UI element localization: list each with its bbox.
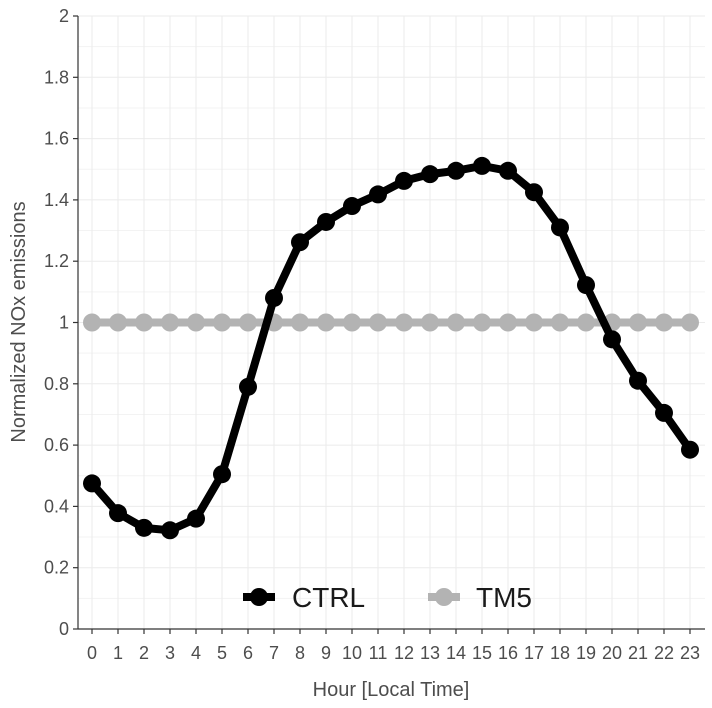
x-tick-label: 18	[550, 643, 570, 663]
legend: CTRL TM5	[243, 582, 532, 613]
x-tick-label: 12	[394, 643, 414, 663]
x-tick-label: 22	[654, 643, 674, 663]
data-point-tm5	[135, 313, 153, 332]
y-tick-label: 1.6	[44, 129, 69, 149]
data-point-tm5	[551, 313, 569, 332]
data-point-ctrl	[577, 276, 595, 295]
data-point-ctrl	[291, 233, 309, 252]
data-point-tm5	[291, 313, 309, 332]
y-ticks: 0 0.2 0.4 0.6 0.8 1 1.2 1.4 1.6 1.8 2	[44, 6, 78, 639]
x-tick-label: 16	[498, 643, 518, 663]
data-point-ctrl	[239, 377, 257, 396]
x-tick-label: 9	[321, 643, 331, 663]
data-point-ctrl	[499, 161, 517, 180]
x-tick-label: 3	[165, 643, 175, 663]
data-point-tm5	[655, 313, 673, 332]
y-tick-label: 0.2	[44, 558, 69, 578]
data-point-ctrl	[161, 521, 179, 540]
data-point-tm5	[681, 313, 699, 332]
data-point-ctrl	[109, 504, 127, 523]
series-ctrl	[83, 156, 699, 540]
x-tick-label: 4	[191, 643, 201, 663]
x-tick-label: 20	[602, 643, 622, 663]
x-tick-label: 23	[680, 643, 700, 663]
data-point-ctrl	[525, 183, 543, 202]
legend-marker-tm5	[435, 588, 453, 606]
y-axis-title: Normalized NOx emissions	[8, 201, 30, 442]
data-point-tm5	[421, 313, 439, 332]
data-point-tm5	[83, 313, 101, 332]
data-point-tm5	[343, 313, 361, 332]
legend-item-ctrl: CTRL	[243, 582, 365, 613]
data-point-ctrl	[135, 518, 153, 537]
x-tick-label: 19	[576, 643, 596, 663]
data-point-ctrl	[265, 288, 283, 307]
data-point-ctrl	[447, 161, 465, 180]
data-point-tm5	[239, 313, 257, 332]
x-tick-label: 15	[472, 643, 492, 663]
y-tick-label: 0	[59, 619, 69, 639]
legend-item-tm5: TM5	[428, 582, 532, 613]
x-tick-label: 2	[139, 643, 149, 663]
x-tick-label: 17	[524, 643, 544, 663]
x-ticks: 0 1 2 3 4 5 6 7 8 9 10 11 12 13 14 15 16 17 18 19 20 21 22 23	[87, 629, 700, 663]
x-tick-label: 5	[217, 643, 227, 663]
x-tick-label: 0	[87, 643, 97, 663]
data-point-ctrl	[681, 440, 699, 459]
data-point-tm5	[447, 313, 465, 332]
y-tick-label: 1.8	[44, 67, 69, 87]
data-point-tm5	[395, 313, 413, 332]
y-tick-label: 1	[59, 313, 69, 333]
x-tick-label: 14	[446, 643, 466, 663]
y-tick-label: 1.2	[44, 251, 69, 271]
legend-label-tm5: TM5	[476, 582, 532, 613]
data-point-tm5	[213, 313, 231, 332]
x-tick-label: 11	[369, 643, 388, 663]
legend-label-ctrl: CTRL	[292, 582, 365, 613]
x-tick-label: 1	[113, 643, 123, 663]
data-point-tm5	[499, 313, 517, 332]
x-tick-label: 6	[243, 643, 253, 663]
x-tick-label: 10	[342, 643, 362, 663]
x-tick-label: 13	[420, 643, 440, 663]
data-point-tm5	[187, 313, 205, 332]
y-tick-label: 0.6	[44, 435, 69, 455]
data-point-ctrl	[551, 218, 569, 237]
data-point-ctrl	[317, 212, 335, 231]
data-point-ctrl	[473, 156, 491, 175]
data-point-tm5	[473, 313, 491, 332]
data-point-tm5	[525, 313, 543, 332]
data-point-tm5	[161, 313, 179, 332]
x-tick-label: 21	[628, 643, 648, 663]
data-point-ctrl	[187, 509, 205, 528]
series-layer	[83, 156, 699, 540]
data-point-ctrl	[655, 403, 673, 422]
data-point-ctrl	[83, 474, 101, 493]
data-point-ctrl	[343, 197, 361, 216]
data-point-tm5	[629, 313, 647, 332]
data-point-tm5	[369, 313, 387, 332]
data-point-ctrl	[213, 465, 231, 484]
data-point-tm5	[577, 313, 595, 332]
y-tick-label: 0.4	[44, 496, 69, 516]
series-tm5	[83, 313, 699, 332]
data-point-ctrl	[629, 371, 647, 390]
legend-marker-ctrl	[250, 588, 268, 606]
data-point-ctrl	[395, 171, 413, 190]
y-tick-label: 1.4	[44, 190, 69, 210]
x-axis-title: Hour [Local Time]	[313, 679, 470, 701]
y-tick-label: 2	[59, 6, 69, 26]
data-point-tm5	[109, 313, 127, 332]
y-tick-label: 0.8	[44, 374, 69, 394]
data-point-ctrl	[421, 165, 439, 184]
data-point-tm5	[317, 313, 335, 332]
data-point-ctrl	[603, 330, 621, 349]
data-point-ctrl	[369, 185, 387, 204]
x-tick-label: 7	[269, 643, 279, 663]
x-tick-label: 8	[295, 643, 305, 663]
